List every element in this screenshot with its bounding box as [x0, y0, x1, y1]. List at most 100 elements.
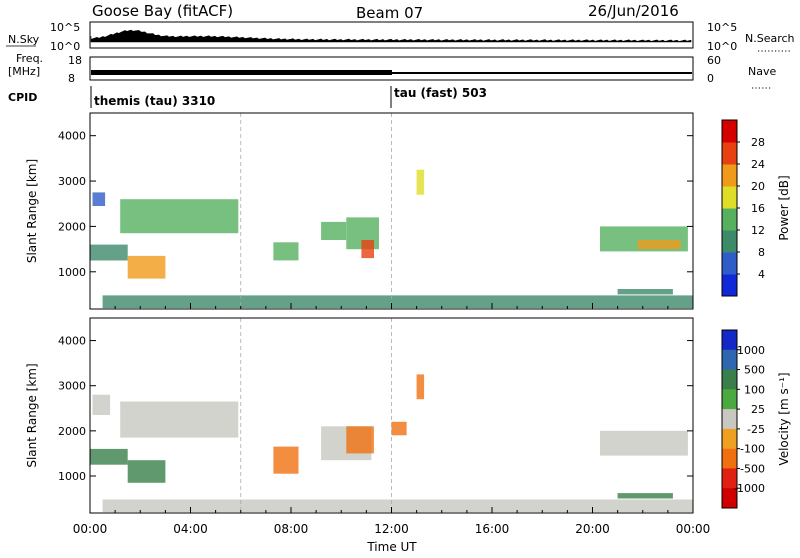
time-tick-label: 08:00	[274, 522, 309, 536]
station-title: Goose Bay (fitACF)	[92, 2, 233, 20]
velocity-colorbar: 1000 500 100 25 -25 -100 -500 -1000 Velocity [m …	[721, 329, 791, 509]
power-panel: 1000 2000 3000 4000 Slant Range [km]	[25, 112, 694, 310]
velocity-scatter-region	[102, 499, 694, 513]
velocity-ylabel: Slant Range [km]	[25, 363, 39, 467]
power-ylabel: Slant Range [km]	[25, 159, 39, 263]
power-colorbar-tick-label: 12	[751, 224, 765, 237]
nsearch-tick-bottom: 10^0	[707, 40, 737, 53]
date-title: 26/Jun/2016	[588, 2, 679, 20]
velocity-scatter-region	[391, 421, 407, 436]
velocity-ytick-label: 2000	[58, 425, 86, 438]
nave-tick-bottom: 0	[707, 72, 714, 85]
time-tick-label: 12:00	[374, 522, 409, 536]
power-colorbar-tick-label: 4	[758, 268, 765, 281]
power-colorbar-tick-label: 24	[751, 158, 765, 171]
velocity-scatter-region	[127, 460, 166, 483]
power-colorbar-tick-label: 28	[751, 136, 765, 149]
time-axis: 00:00 04:00 08:00 12:00 16:00 20:00 00:00	[73, 522, 711, 536]
power-colorbar: 4 8 12 16 20 24 28 Power [dB]	[721, 119, 791, 297]
time-tick-label: 00:00	[73, 522, 108, 536]
velocity-colorbar-swatch	[722, 369, 737, 390]
nsky-panel-frame	[89, 21, 694, 49]
power-scatter-region	[127, 255, 166, 279]
velocity-scatter-region	[346, 426, 374, 454]
power-colorbar-swatch	[722, 274, 737, 297]
power-colorbar-label: Power [dB]	[777, 175, 791, 240]
cpid-label: CPID	[8, 91, 37, 104]
velocity-colorbar-swatch	[722, 330, 737, 351]
power-scatter-region	[617, 289, 673, 295]
velocity-scatter-region	[617, 493, 673, 499]
velocity-ytick-label: 1000	[58, 470, 86, 483]
power-scatter-region	[637, 240, 681, 250]
power-scatter-region	[416, 169, 425, 195]
power-ytick-label: 3000	[58, 175, 86, 188]
nsky-tick-bottom: 10^0	[50, 40, 80, 53]
time-tick-label: 00:00	[676, 522, 711, 536]
power-colorbar-tick-label: 16	[751, 202, 765, 215]
velocity-colorbar-tick-label: 1000	[737, 344, 765, 357]
power-scatter-region	[273, 242, 299, 261]
velocity-ytick-label: 3000	[58, 380, 86, 393]
power-ytick-label: 2000	[58, 220, 86, 233]
velocity-colorbar-swatch	[722, 448, 737, 469]
power-colorbar-swatch	[722, 164, 737, 187]
velocity-colorbar-swatch	[722, 389, 737, 410]
beam-title: Beam 07	[356, 4, 423, 22]
freq-label-1: Freq.	[16, 52, 43, 65]
velocity-scatter-region	[273, 446, 299, 474]
cpid-segment-1: themis (tau) 3310	[94, 94, 215, 108]
freq-tick-top: 18	[68, 54, 82, 67]
cpid-segment-2: tau (fast) 503	[394, 86, 487, 100]
velocity-scatter-region	[600, 430, 688, 456]
power-colorbar-tick-label: 8	[758, 246, 765, 259]
power-scatter-region	[102, 295, 694, 309]
nsky-tick-top: 10^5	[50, 21, 80, 34]
power-colorbar-swatch	[722, 186, 737, 209]
velocity-colorbar-tick-label: 100	[744, 383, 765, 396]
velocity-colorbar-swatch	[722, 428, 737, 450]
power-colorbar-swatch	[722, 230, 737, 253]
velocity-colorbar-tick-label: 500	[744, 364, 765, 377]
nsky-label: N.Sky	[8, 33, 40, 46]
velocity-colorbar-swatch	[722, 349, 737, 371]
freq-tick-bottom: 8	[68, 72, 75, 85]
nave-tick-top: 60	[707, 54, 721, 67]
power-colorbar-swatch	[722, 252, 737, 275]
velocity-panel: 1000 2000 3000 4000 Slant Range [km]	[25, 317, 694, 514]
time-tick-label: 04:00	[173, 522, 208, 536]
power-ytick-label: 1000	[58, 266, 86, 279]
velocity-colorbar-tick-label: -100	[740, 443, 765, 456]
power-scatter-region	[92, 192, 106, 206]
velocity-colorbar-tick-label: -25	[747, 423, 765, 436]
power-ytick-label: 4000	[58, 130, 86, 143]
velocity-ytick-label: 4000	[58, 335, 86, 348]
power-scatter-region	[90, 244, 128, 261]
nsearch-tick-top: 10^5	[707, 21, 737, 34]
power-scatter-region	[321, 221, 347, 240]
velocity-colorbar-tick-label: -500	[740, 462, 765, 475]
velocity-colorbar-frame	[721, 329, 738, 509]
power-colorbar-swatch	[722, 208, 737, 231]
nsky-trace	[90, 29, 692, 43]
velocity-scatter-region	[92, 394, 111, 415]
power-colorbar-swatch	[722, 120, 737, 143]
freq-panel-frame	[89, 56, 694, 81]
power-scatter-region	[361, 240, 374, 259]
velocity-colorbar-tick-label: -1000	[733, 482, 765, 495]
velocity-scatter-region	[416, 374, 425, 400]
freq-label-2: [MHz]	[8, 65, 40, 78]
nave-label: Nave	[748, 65, 776, 78]
nsearch-label: N.Search	[745, 32, 795, 45]
velocity-scatter-region	[120, 401, 239, 438]
freq-trace-first-half	[91, 70, 392, 75]
velocity-colorbar-swatch	[722, 409, 737, 430]
power-colorbar-swatch	[722, 142, 737, 165]
power-colorbar-tick-label: 20	[751, 180, 765, 193]
power-scatter-region	[120, 199, 239, 234]
velocity-scatter-region	[90, 448, 128, 465]
velocity-colorbar-swatch	[722, 468, 737, 489]
x-axis-label: Time UT	[366, 540, 417, 554]
